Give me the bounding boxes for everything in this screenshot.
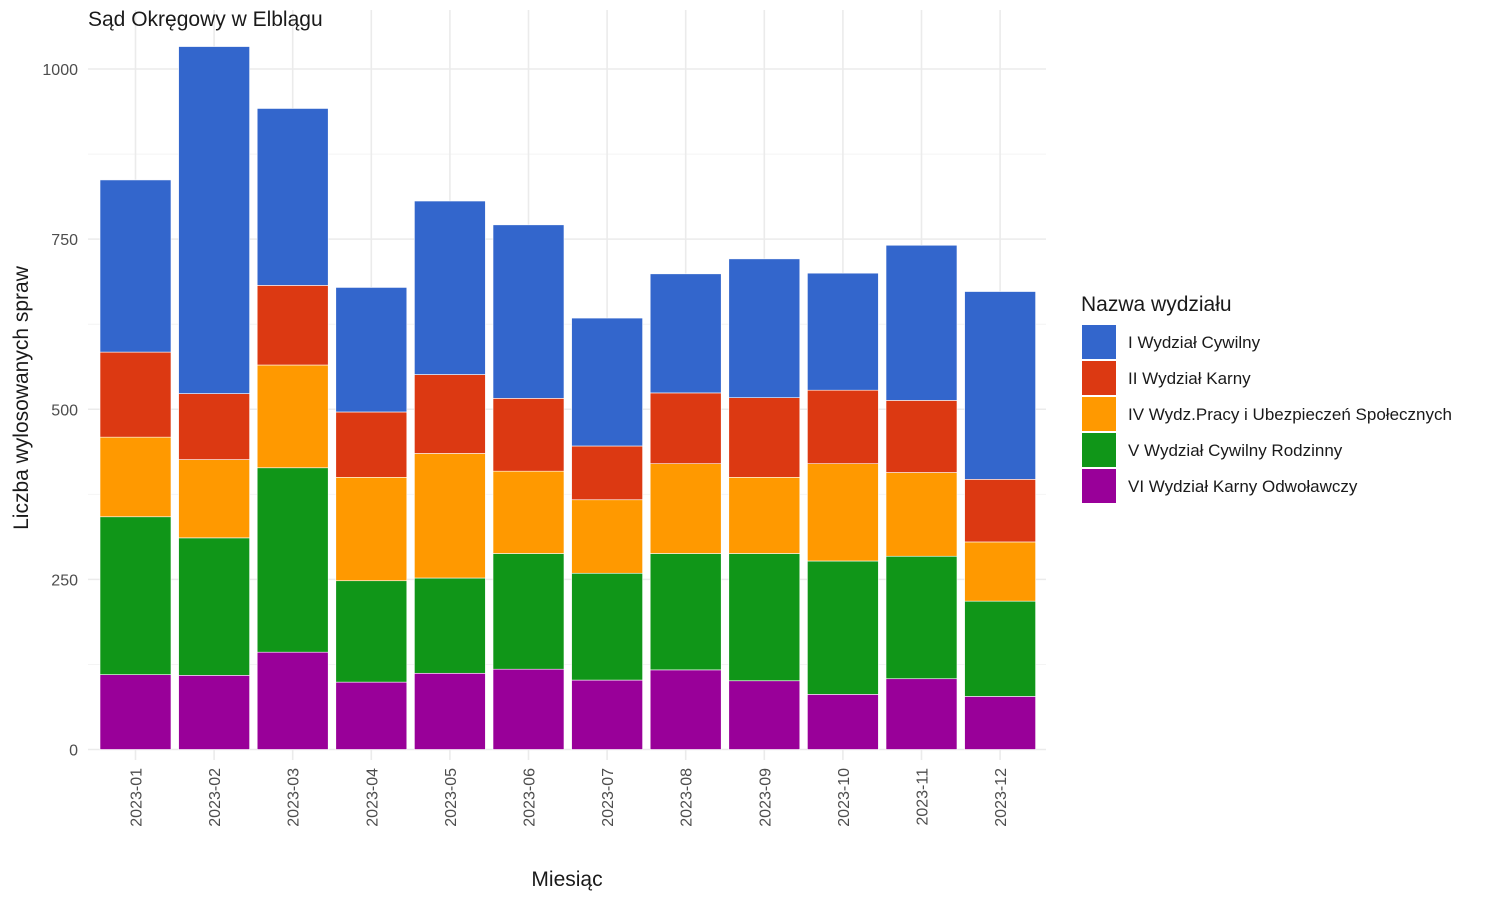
y-tick-label: 250 [51, 572, 78, 589]
x-tick-label: 2023-02 [207, 768, 224, 827]
bar-segment-2023-05-series-4 [414, 200, 486, 375]
y-tick-label: 1000 [42, 62, 78, 79]
bar-segment-2023-06-series-3 [492, 398, 565, 472]
legend-label: V Wydział Cywilny Rodzinny [1128, 441, 1343, 460]
bar-segment-2023-10-series-2 [807, 463, 879, 562]
bar-segment-2023-12-series-4 [964, 291, 1036, 480]
bar-segment-2023-06-series-0 [492, 668, 565, 750]
y-tick-label: 0 [69, 743, 78, 760]
bar-segment-2023-02-series-3 [178, 393, 250, 460]
legend-key [1082, 397, 1116, 431]
bar-segment-2023-12-series-0 [964, 696, 1036, 750]
bar-segment-2023-11-series-3 [885, 400, 958, 473]
bar-segment-2023-10-series-3 [807, 389, 879, 464]
bar-segment-2023-10-series-4 [807, 272, 879, 391]
x-tick-label: 2023-03 [286, 768, 303, 827]
bar-segment-2023-03-series-3 [256, 285, 329, 366]
bar-segment-2023-04-series-0 [335, 681, 408, 750]
bar-segment-2023-04-series-4 [335, 287, 408, 413]
legend-label: VI Wydział Karny Odwoławczy [1128, 477, 1358, 496]
legend-key [1082, 469, 1116, 503]
bar-segment-2023-11-series-4 [885, 244, 958, 401]
bar-segment-2023-03-series-2 [256, 364, 329, 469]
bar-segment-2023-11-series-1 [885, 555, 958, 680]
bar-segment-2023-01-series-2 [99, 436, 172, 518]
y-axis: 0 250 500 750 1000 [42, 62, 78, 760]
bar-segment-2023-01-series-0 [99, 674, 172, 750]
bar-segment-2023-11-series-0 [885, 678, 958, 750]
bar-segment-2023-04-series-3 [335, 411, 408, 478]
bar-segment-2023-09-series-3 [728, 397, 801, 478]
y-axis-title: Liczba wylosowanych spraw [10, 265, 33, 530]
bar-segment-2023-08-series-4 [649, 273, 722, 394]
bar-segment-2023-06-series-2 [492, 470, 565, 554]
bar-segment-2023-09-series-2 [728, 476, 801, 554]
x-tick-label: 2023-07 [600, 768, 617, 827]
bar-segment-2023-05-series-2 [414, 453, 486, 579]
x-tick-label: 2023-04 [364, 768, 381, 827]
x-tick-label: 2023-12 [993, 768, 1010, 827]
x-axis-title: Miesiąc [531, 868, 602, 891]
bar-segment-2023-05-series-3 [414, 374, 486, 454]
bar-segment-2023-03-series-4 [256, 108, 329, 286]
y-tick-label: 750 [51, 232, 78, 249]
bar-segment-2023-06-series-4 [492, 224, 565, 399]
bar-segment-2023-01-series-4 [99, 179, 172, 353]
x-tick-label: 2023-01 [129, 768, 146, 827]
bar-segment-2023-02-series-1 [178, 537, 250, 676]
bar-segment-2023-06-series-1 [492, 553, 565, 670]
bar-segment-2023-04-series-1 [335, 580, 408, 683]
bar-segment-2023-10-series-1 [807, 560, 879, 695]
bar-segment-2023-07-series-4 [571, 317, 643, 447]
x-tick-label: 2023-10 [836, 768, 853, 827]
bar-segment-2023-07-series-1 [571, 572, 643, 681]
bar-segment-2023-12-series-2 [964, 541, 1036, 602]
bar-segment-2023-02-series-0 [178, 675, 250, 750]
x-tick-label: 2023-11 [915, 768, 932, 826]
bar-segment-2023-08-series-0 [649, 669, 722, 750]
x-tick-label: 2023-09 [757, 768, 774, 827]
y-tick-label: 500 [51, 402, 78, 419]
bar-segment-2023-07-series-2 [571, 499, 643, 574]
bar-segment-2023-10-series-0 [807, 694, 879, 750]
legend: Nazwa wydziału I Wydział Cywilny II Wydzi… [1081, 293, 1452, 503]
x-tick-label: 2023-05 [443, 768, 460, 827]
x-axis: 2023-01 2023-02 2023-03 2023-04 2023-05 2023-… [129, 768, 1011, 827]
legend-label: IV Wydz.Pracy i Ubezpieczeń Społecznych [1128, 405, 1452, 424]
legend-label: II Wydział Karny [1128, 369, 1251, 388]
x-tick-label: 2023-06 [522, 768, 539, 827]
bar-segment-2023-08-series-1 [649, 553, 722, 671]
bar-segment-2023-03-series-1 [256, 467, 329, 653]
bar-segment-2023-12-series-3 [964, 479, 1036, 543]
legend-key [1082, 361, 1116, 395]
bar-segment-2023-07-series-3 [571, 445, 643, 501]
bar-segment-2023-09-series-4 [728, 258, 801, 398]
bar-segment-2023-09-series-1 [728, 553, 801, 682]
legend-key [1082, 433, 1116, 467]
bar-segment-2023-08-series-3 [649, 392, 722, 464]
x-tick-label: 2023-08 [679, 768, 696, 827]
chart-title: Sąd Okręgowy w Elblągu [88, 8, 323, 31]
legend-key [1082, 325, 1116, 359]
bar-segment-2023-08-series-2 [649, 463, 722, 554]
bar-segment-2023-05-series-0 [414, 672, 486, 750]
bar-segment-2023-05-series-1 [414, 577, 486, 674]
bar-segment-2023-09-series-0 [728, 680, 801, 750]
bar-segment-2023-04-series-2 [335, 476, 408, 582]
bar-segment-2023-02-series-2 [178, 459, 250, 539]
bar-segment-2023-12-series-1 [964, 600, 1036, 697]
bar-segment-2023-11-series-2 [885, 472, 958, 557]
bar-segment-2023-01-series-3 [99, 351, 172, 438]
bar-segment-2023-01-series-1 [99, 516, 172, 675]
bar-segment-2023-07-series-0 [571, 679, 643, 750]
legend-label: I Wydział Cywilny [1128, 333, 1261, 352]
bar-segment-2023-02-series-4 [178, 46, 250, 394]
bar-segment-2023-03-series-0 [256, 651, 329, 750]
bars [99, 46, 1036, 750]
legend-title: Nazwa wydziału [1081, 293, 1232, 316]
